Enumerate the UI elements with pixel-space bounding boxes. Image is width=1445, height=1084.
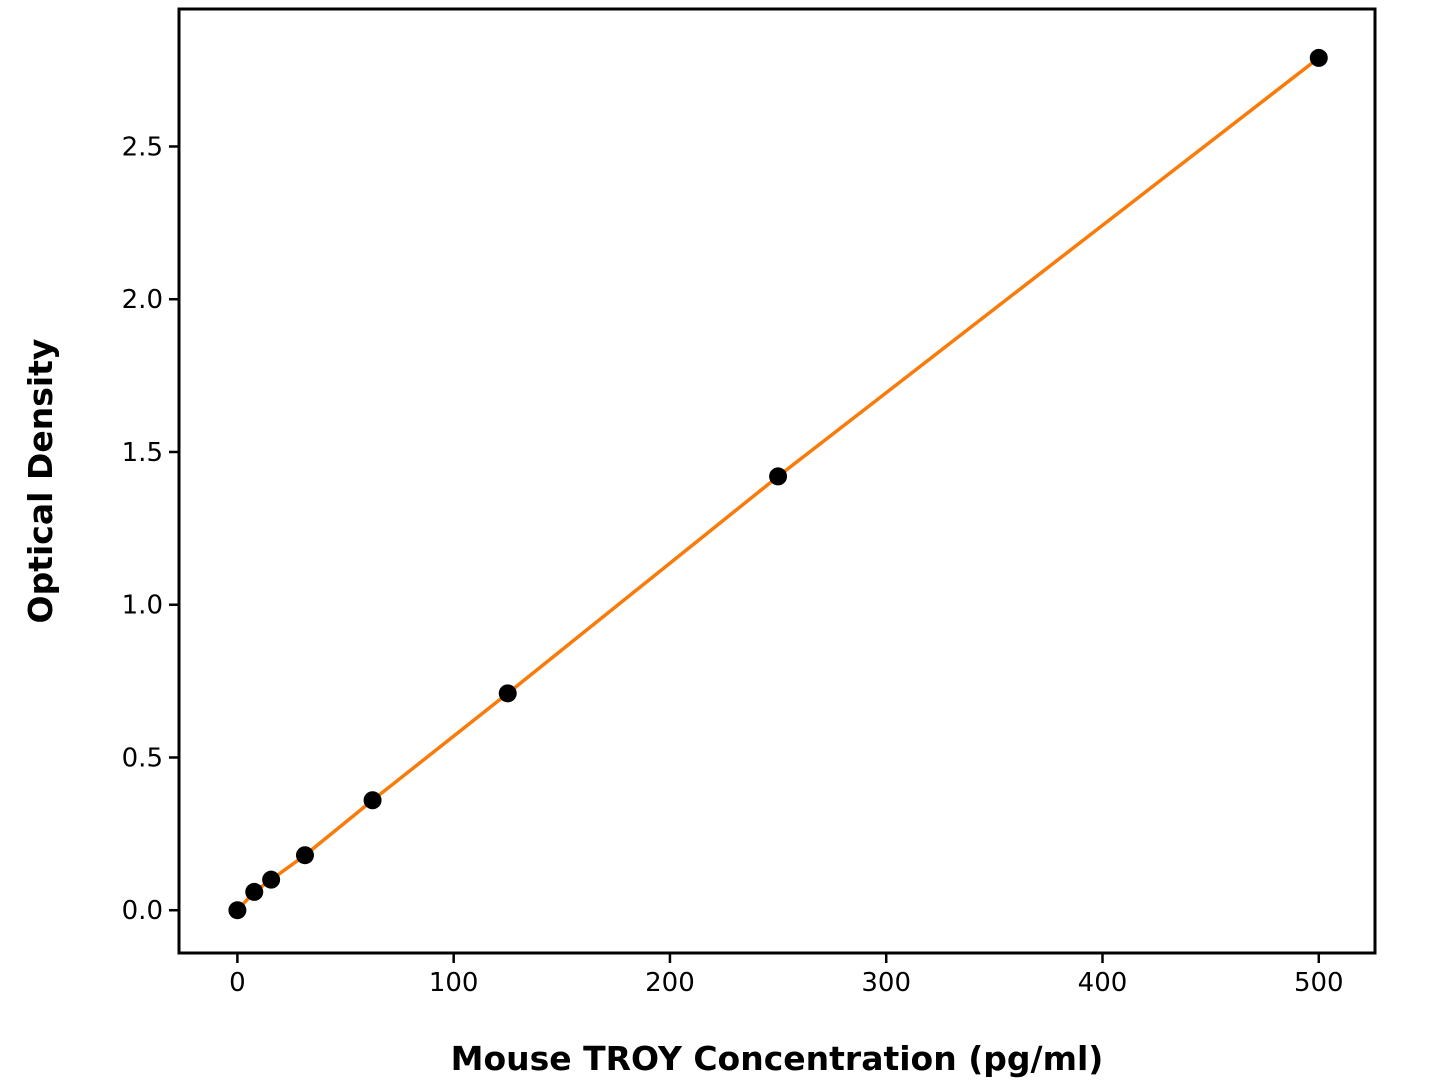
y-tick-label: 2.0 xyxy=(122,285,163,315)
x-tick-label: 100 xyxy=(429,968,479,998)
data-point xyxy=(245,882,264,901)
y-tick-label: 0.0 xyxy=(122,896,163,926)
data-point xyxy=(1309,48,1328,67)
data-point xyxy=(769,467,788,486)
data-point xyxy=(262,870,281,889)
data-point xyxy=(363,791,382,810)
x-tick-label: 200 xyxy=(645,968,695,998)
x-axis-title: Mouse TROY Concentration (pg/ml) xyxy=(451,1039,1104,1078)
y-tick-label: 0.5 xyxy=(122,743,163,773)
y-axis-title: Optical Density xyxy=(21,339,60,624)
x-tick-label: 400 xyxy=(1078,968,1128,998)
y-tick-label: 2.5 xyxy=(122,132,163,162)
x-tick-label: 500 xyxy=(1294,968,1344,998)
data-point xyxy=(228,901,247,920)
y-tick-label: 1.5 xyxy=(122,438,163,468)
data-point xyxy=(498,684,517,703)
y-tick-label: 1.0 xyxy=(122,591,163,621)
data-point xyxy=(295,846,314,865)
x-tick-label: 300 xyxy=(861,968,911,998)
plot-area: 0 100 200 300 400 500 0.0 0.5 1.0 1.5 2.0 2.5 xyxy=(122,7,1377,998)
x-tick-label: 0 xyxy=(229,968,246,998)
